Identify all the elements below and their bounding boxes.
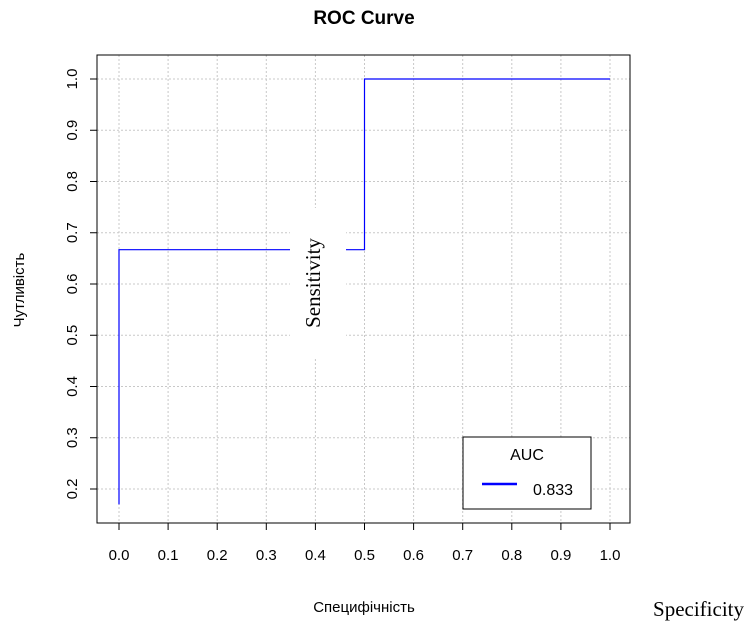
y-tick-label: 0.7 (64, 222, 81, 243)
x-axis: 0.0 0.1 0.2 0.3 0.4 0.5 0.6 0.7 0.8 0.9 1.0 (109, 523, 621, 564)
y-tick-label: 0.9 (64, 120, 81, 141)
sensitivity-label: Sensitivity (301, 238, 325, 328)
x-axis-label: Специфічність (313, 599, 415, 616)
y-tick-label: 0.4 (64, 376, 81, 397)
x-tick-label: 0.0 (109, 547, 130, 564)
y-tick-label: 0.2 (64, 479, 81, 500)
y-tick-label: 0.8 (64, 171, 81, 192)
roc-series-line (118, 78, 610, 505)
x-tick-label: 0.2 (207, 547, 228, 564)
y-tick-label: 1.0 (64, 69, 81, 90)
x-tick-label: 1.0 (600, 547, 621, 564)
x-tick-label: 0.4 (305, 547, 326, 564)
legend-entry-label: 0.833 (533, 482, 573, 499)
plot-frame (96, 54, 631, 524)
legend: AUC 0.833 (462, 436, 592, 510)
legend-box (462, 436, 592, 510)
x-tick-label: 0.7 (452, 547, 473, 564)
y-tick-label: 0.3 (64, 427, 81, 448)
x-tick-label: 0.1 (158, 547, 179, 564)
specificity-label: Specificity (653, 597, 744, 621)
y-tick-label: 0.5 (64, 325, 81, 346)
y-axis-label: Чутливість (11, 252, 28, 327)
x-tick-label: 0.3 (256, 547, 277, 564)
x-tick-label: 0.5 (354, 547, 375, 564)
x-tick-label: 0.8 (501, 547, 522, 564)
x-tick-label: 0.6 (403, 547, 424, 564)
legend-title: AUC (510, 447, 544, 464)
y-tick-label: 0.6 (64, 274, 81, 295)
y-axis: 0.2 0.3 0.4 0.5 0.6 0.7 0.8 0.9 1.0 (64, 69, 97, 500)
overlay-mask (290, 208, 346, 358)
x-tick-label: 0.9 (550, 547, 571, 564)
chart-title: ROC Curve (313, 8, 414, 29)
